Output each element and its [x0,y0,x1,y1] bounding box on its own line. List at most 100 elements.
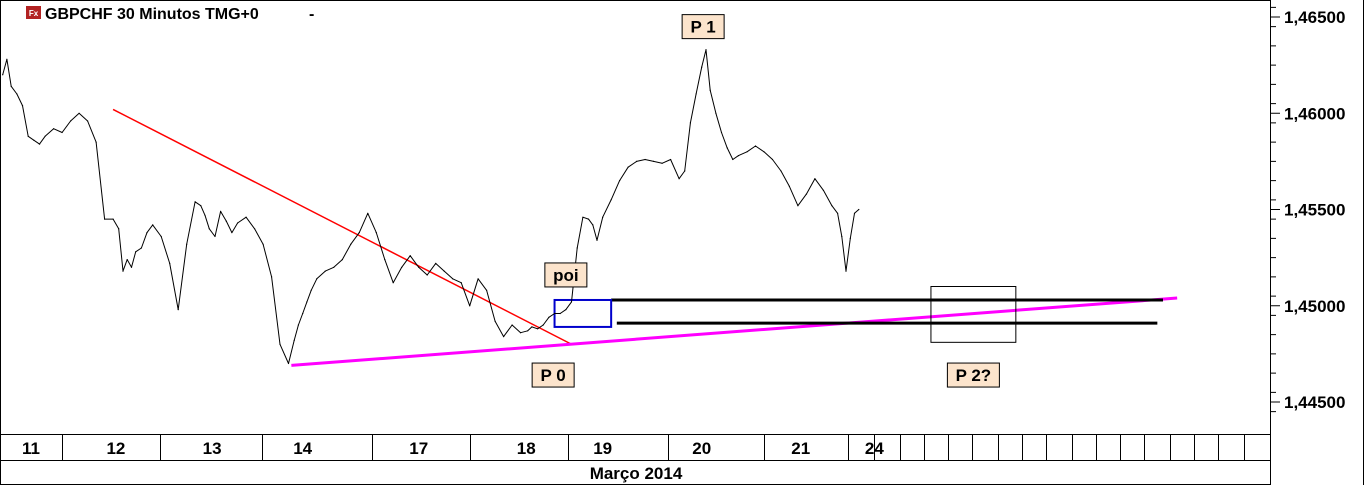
y-tick-label: 1,45000 [1284,297,1345,316]
chart-header[interactable]: Fx GBPCHF 30 Minutos TMG+0 - [26,6,314,23]
price-point [70,120,72,122]
price-point [503,336,505,338]
trendline-resistance[interactable] [112,108,572,345]
price-point [2,74,4,76]
price-point [701,66,703,68]
price-point [186,243,188,245]
price-point [678,178,680,180]
annotation-text: P 2? [956,366,992,385]
price-point [548,316,550,318]
price-point [27,135,29,137]
price-point [610,199,612,201]
price-line [2,49,860,364]
price-point [324,270,326,272]
price-point [822,189,825,191]
price-point [254,228,256,230]
price-point [452,278,454,280]
price-point [576,247,578,249]
price-point [44,135,46,137]
annotations-layer: P 1 poi P 0 P 2? [531,14,1000,388]
price-point [705,49,707,51]
price-point [130,266,133,268]
price-point [426,274,428,276]
price-point [780,170,782,172]
price-point [169,262,171,264]
price-point [6,58,8,60]
price-point [316,278,318,280]
price-point [715,112,717,114]
price-point [570,301,573,303]
price-point [435,262,437,264]
title-menu-icon[interactable]: - [309,6,314,23]
price-point [726,147,728,149]
price-point [849,237,851,239]
trendlines-layer [112,108,1178,367]
price-point [409,255,411,257]
price-point [302,312,304,315]
price-point [695,93,697,95]
price-point [38,143,41,145]
price-point [469,305,471,307]
price-point [531,326,533,328]
x-day-label: 24 [865,439,884,458]
price-point [853,212,856,214]
x-day-label: 14 [293,439,312,458]
price-point [653,160,655,162]
price-point [443,270,445,272]
price-point [837,212,839,214]
x-day-label: 11 [22,439,40,458]
price-point [627,166,629,168]
price-point [122,270,124,272]
price-point [582,216,584,218]
x-day-label: 21 [791,439,810,458]
price-point [367,212,369,214]
annotation-label[interactable]: poi [544,262,588,288]
price-point [754,145,757,147]
annotation-label[interactable]: P 1 [681,14,725,40]
price-point [477,278,479,280]
fx-logo-icon [26,6,41,19]
x-axis-day-strip [0,434,1271,461]
price-point [208,228,210,230]
price-point [33,139,35,141]
x-day-label: 13 [203,439,222,458]
price-point [160,235,162,238]
x-day-label: 18 [517,439,536,458]
price-point [661,162,663,164]
annotation-text: P 0 [541,366,566,385]
price-point [644,158,646,161]
price-point [78,112,80,114]
price-point [559,312,561,315]
x-day-label: 17 [409,439,428,458]
trendline-support[interactable] [291,296,1178,367]
price-point [392,282,394,284]
poi-box[interactable] [553,298,613,328]
price-point [271,276,273,278]
price-point [401,266,403,268]
annotation-label[interactable]: P 2? [946,362,1000,388]
annotation-box [681,14,725,40]
price-point [225,220,227,222]
price-point [126,259,128,261]
x-day-label: 19 [593,439,612,458]
price-series-layer [2,49,860,365]
price-point [771,158,774,161]
y-tick-label: 1,44500 [1284,393,1345,412]
price-point [831,205,833,207]
annotation-text: P 1 [691,18,716,37]
price-point [118,228,120,230]
price-point [87,120,89,122]
price-point [527,330,529,332]
price-point [358,232,360,234]
x-day-label: 20 [692,439,711,458]
price-point [418,266,420,268]
p2-box[interactable] [930,286,1017,343]
price-point [592,224,594,226]
price-point [670,158,672,161]
price-point [333,266,335,268]
price-point [554,312,556,315]
annotation-label[interactable]: P 0 [531,362,575,388]
y-tick-label: 1,46000 [1284,104,1345,123]
price-point [297,324,299,326]
price-point [220,210,222,212]
